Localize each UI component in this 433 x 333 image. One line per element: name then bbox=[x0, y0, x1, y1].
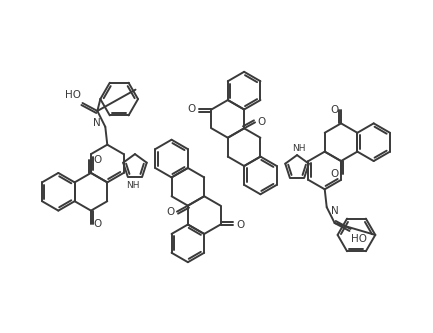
Text: O: O bbox=[94, 155, 102, 165]
Text: O: O bbox=[258, 117, 266, 127]
Text: O: O bbox=[330, 169, 338, 179]
Text: N: N bbox=[94, 118, 101, 128]
Text: O: O bbox=[187, 105, 196, 115]
Text: NH: NH bbox=[292, 144, 306, 153]
Text: O: O bbox=[330, 106, 338, 116]
Text: HO: HO bbox=[352, 234, 368, 244]
Text: NH: NH bbox=[126, 181, 140, 190]
Text: O: O bbox=[166, 206, 174, 217]
Text: O: O bbox=[94, 218, 102, 228]
Text: HO: HO bbox=[65, 90, 81, 100]
Text: O: O bbox=[236, 219, 245, 229]
Text: N: N bbox=[331, 206, 339, 216]
